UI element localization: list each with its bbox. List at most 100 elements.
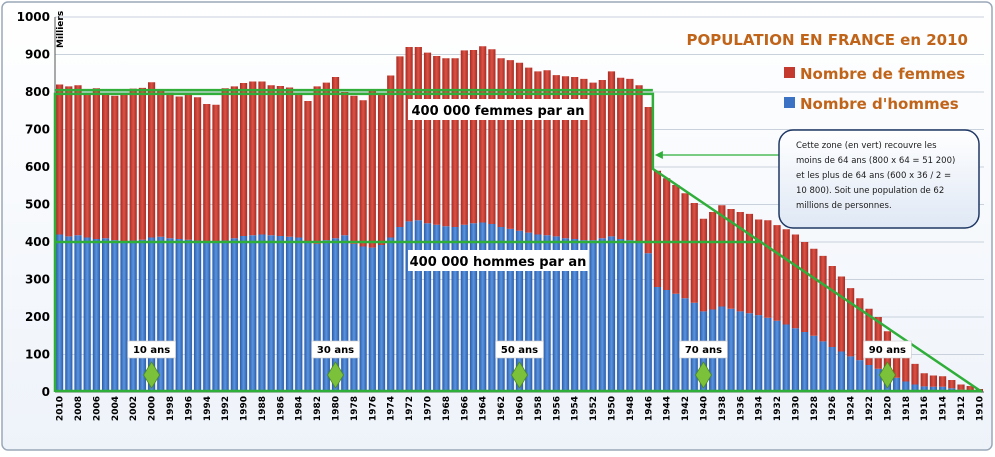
bar-femmes-1995 [193, 97, 202, 241]
y-unit-label: Milliers [56, 11, 66, 48]
bar-hommes-1965 [469, 223, 478, 392]
age-markers: 10 ans 30 ans 50 ans 70 ans 90 ans [127, 340, 912, 389]
x-tick-label: 1964 [479, 396, 489, 421]
bar-hommes-1997 [175, 239, 183, 392]
male-band-label: 400 000 hommes par an [410, 255, 587, 270]
bar-hommes-1985 [285, 236, 294, 392]
x-tick-label: 1934 [755, 396, 765, 421]
bar-femmes-1968 [442, 58, 450, 227]
bar-femmes-1947 [635, 85, 643, 243]
age-marker-diamond [878, 361, 896, 389]
bar-hommes-1993 [212, 242, 220, 392]
x-tick-label: 2006 [92, 396, 102, 421]
bar-femmes-1944 [663, 178, 671, 290]
x-axis: 2010 2008 2006 2004 2002 2000 1998 1996 1994 1992… [55, 391, 985, 421]
bar-femmes-1994 [203, 104, 211, 242]
age-marker-box [311, 340, 360, 359]
bar-femmes-1935 [745, 213, 754, 314]
x-tick-label: 1988 [258, 396, 268, 421]
x-tick-label: 1924 [847, 396, 857, 421]
x-tick-label: 1944 [663, 396, 673, 421]
x-tick-label: 1970 [424, 396, 434, 421]
bar-hommes-1984 [295, 237, 303, 392]
bar-femmes-2009 [65, 86, 73, 237]
bar-femmes-1936 [736, 212, 744, 312]
legend-swatch-femmes [784, 67, 795, 78]
bar-femmes-1970 [423, 52, 432, 224]
bar-femmes-2007 [83, 95, 91, 238]
x-tick-label: 1918 [902, 396, 912, 421]
age-marker-1980: 30 ans [311, 340, 360, 389]
y-tick-label: 100 [25, 348, 50, 362]
x-tick-label: 1942 [681, 396, 691, 421]
bar-hommes-1994 [203, 241, 211, 392]
bar-hommes-1931 [782, 324, 790, 392]
bar-femmes-1924 [847, 288, 855, 357]
bar-hommes-1945 [653, 287, 662, 392]
female-band-label: 400 000 femmes par an [411, 104, 584, 119]
bar-femmes-1974 [387, 75, 395, 238]
bar-hommes-1956 [552, 236, 560, 392]
bar-femmes-1940 [699, 218, 708, 312]
bar-hommes-1917 [911, 384, 919, 392]
bar-hommes-1982 [313, 243, 321, 392]
age-marker-diamond [143, 361, 161, 389]
band-labels: 400 000 femmes par an 400 000 hommes par… [408, 99, 588, 271]
note-line-3: et les plus de 64 ans (600 x 36 / 2 = [796, 171, 951, 181]
chart-title: POPULATION EN FRANCE en 2010 [686, 31, 968, 49]
x-tick-label: 1920 [883, 396, 893, 421]
bar-femmes-1977 [359, 100, 367, 247]
y-axis: 0 100 200 300 400 500 600 700 800 900 1000 [17, 10, 56, 399]
bar-femmes-1966 [460, 50, 468, 225]
bar-hommes-1955 [561, 238, 570, 392]
bar-hommes-1943 [672, 293, 680, 392]
bar-hommes-1918 [902, 381, 910, 392]
bar-femmes-1999 [157, 89, 165, 237]
bar-hommes-1936 [736, 311, 744, 392]
age-marker-label: 10 ans [133, 345, 170, 356]
bar-hommes-1992 [221, 240, 229, 392]
bar-femmes-1989 [249, 81, 257, 236]
x-tick-label: 1980 [332, 396, 342, 421]
bar-femmes-1926 [828, 266, 836, 347]
legend-swatch-hommes [784, 97, 795, 108]
bar-femmes-1933 [764, 220, 772, 318]
bar-femmes-1975 [377, 95, 386, 245]
bar-femmes-1927 [819, 255, 827, 342]
bar-femmes-1914 [939, 376, 947, 387]
x-tick-label: 1946 [644, 396, 654, 421]
bar-hommes-1954 [571, 239, 579, 392]
bar-hommes-1947 [635, 242, 643, 392]
bar-femmes-1984 [295, 95, 303, 238]
bar-femmes-1957 [543, 70, 551, 236]
bar-femmes-1991 [230, 86, 238, 239]
bar-hommes-1978 [350, 243, 358, 392]
bar-femmes-1930 [791, 234, 800, 329]
bar-hommes-1921 [874, 368, 882, 392]
x-tick-label: 1910 [975, 396, 985, 421]
bar-femmes-1925 [837, 276, 846, 352]
x-tick-label: 1994 [203, 396, 213, 421]
bar-femmes-1978 [350, 95, 358, 244]
age-marker-diamond [327, 361, 345, 389]
x-tick-label: 2000 [148, 396, 158, 421]
bar-hommes-1926 [828, 347, 836, 392]
y-tick-label: 700 [25, 123, 50, 137]
x-tick-label: 1998 [166, 396, 176, 421]
bar-femmes-1932 [773, 225, 781, 321]
bar-femmes-1937 [727, 209, 735, 309]
x-tick-label: 1948 [626, 396, 636, 421]
bar-hommes-1929 [801, 332, 809, 392]
bar-hommes-1990 [239, 236, 248, 392]
bar-hommes-2010 [56, 234, 64, 392]
bar-femmes-1955 [561, 76, 570, 239]
bar-hommes-1944 [663, 290, 671, 392]
bar-femmes-2002 [129, 88, 137, 241]
x-tick-label: 1922 [865, 396, 875, 421]
bar-hommes-1932 [773, 320, 781, 392]
female-band-label-box [408, 99, 588, 120]
bar-femmes-2005 [102, 93, 110, 239]
bar-hommes-1914 [939, 386, 947, 392]
